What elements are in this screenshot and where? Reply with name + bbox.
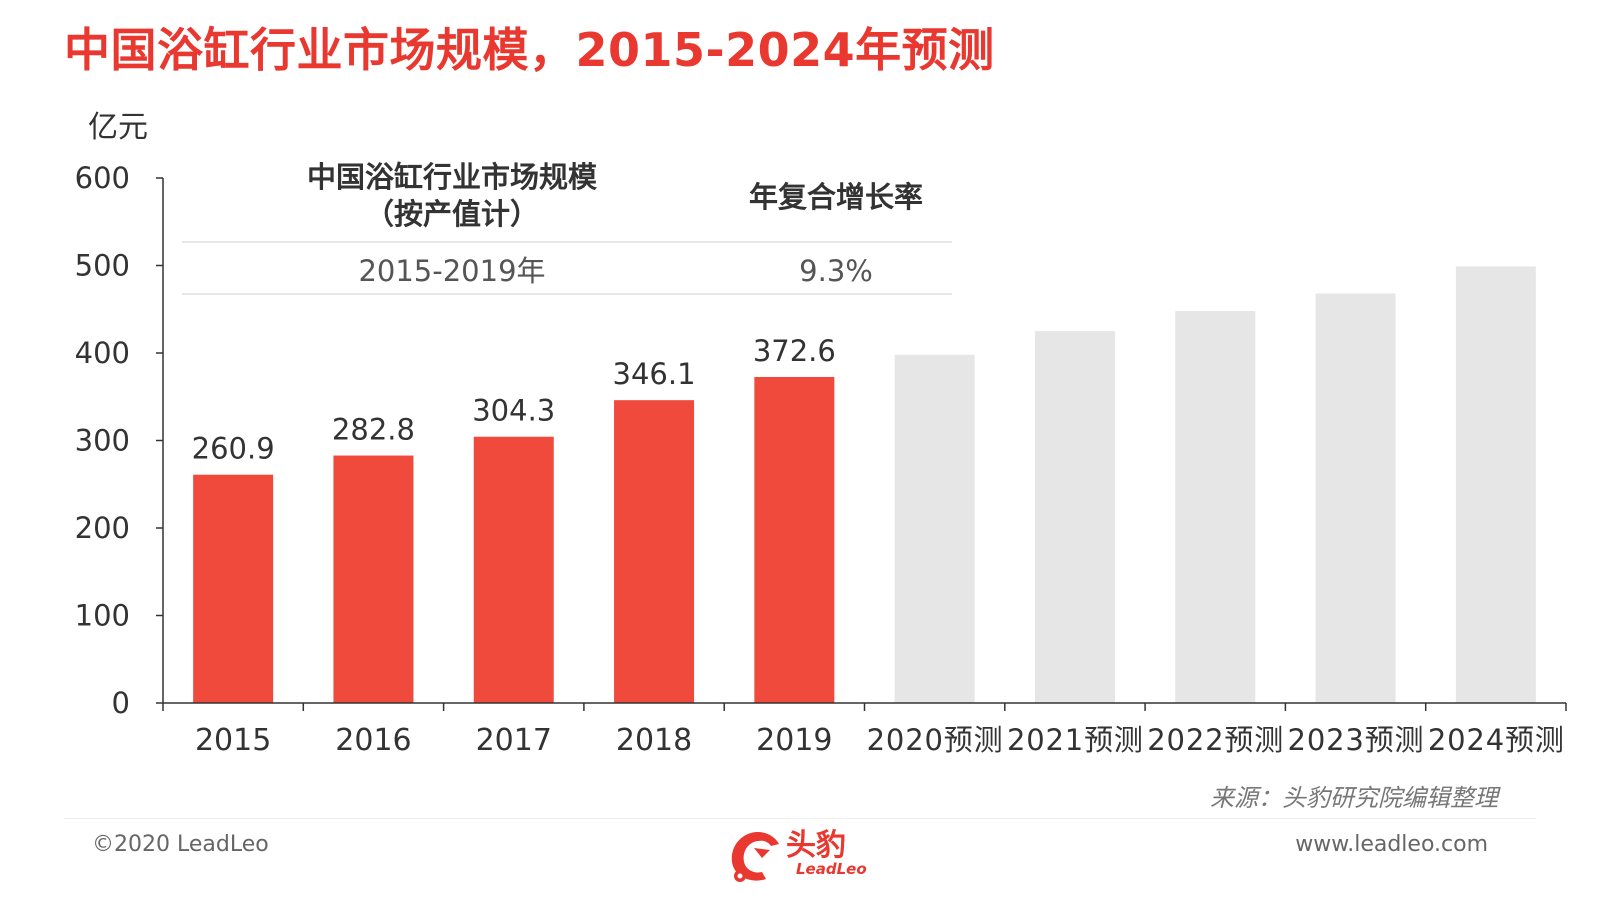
y-tick-label: 200 — [75, 511, 130, 545]
forecast-bar — [1034, 331, 1115, 703]
cagr-table-value: 9.3% — [799, 254, 873, 288]
x-tick-label: 2017 — [476, 723, 552, 758]
y-tick-label: 100 — [75, 599, 130, 633]
cagr-table: 中国浴缸行业市场规模 （按产值计） 年复合增长率 2015-2019年 9.3% — [182, 160, 952, 295]
y-axis-unit-label: 亿元 — [88, 110, 148, 145]
forecast-bar — [894, 354, 975, 703]
cagr-table-header-market-size-line2: （按产值计） — [365, 197, 539, 231]
actual-bar — [193, 474, 274, 703]
actual-bar — [333, 455, 414, 703]
y-tick-label: 500 — [75, 249, 130, 283]
x-tick-label: 2019 — [756, 723, 832, 758]
x-tick-label: 2023预测 — [1288, 723, 1424, 757]
leopard-icon — [731, 832, 779, 882]
y-tick-label: 0 — [112, 686, 130, 720]
bar-value-label: 282.8 — [332, 413, 415, 447]
x-tick-label: 2016 — [335, 723, 411, 758]
leadleo-logo: 头豹 LeadLeo — [724, 820, 874, 886]
forecast-bar — [1455, 266, 1536, 703]
page-title: 中国浴缸行业市场规模，2015-2024年预测 — [64, 23, 995, 77]
x-tick-label: 2015 — [195, 723, 271, 758]
x-tick-label: 2024预测 — [1428, 723, 1564, 757]
actual-bar — [754, 376, 835, 703]
forecast-bar — [1175, 311, 1256, 703]
actual-bar — [473, 436, 554, 703]
logo-subtext: LeadLeo — [796, 860, 867, 878]
actual-bar — [614, 400, 695, 703]
footer-divider — [64, 818, 1536, 819]
website-url: www.leadleo.com — [1295, 832, 1488, 857]
x-tick-label: 2020预测 — [867, 723, 1003, 757]
cagr-table-header-market-size-line1: 中国浴缸行业市场规模 — [307, 160, 598, 194]
x-tick-label: 2021预测 — [1007, 723, 1143, 757]
bar-value-label: 260.9 — [192, 432, 275, 466]
y-tick-label: 600 — [75, 161, 130, 195]
cagr-table-header-cagr: 年复合增长率 — [749, 180, 923, 214]
bar-value-label: 372.6 — [753, 334, 836, 368]
bar-chart: 亿元 中国浴缸行业市场规模 （按产值计） 年复合增长率 2015-2019年 9… — [75, 110, 1567, 758]
copyright-text: ©2020 LeadLeo — [92, 832, 269, 857]
forecast-bar — [1315, 293, 1396, 703]
y-tick-label: 400 — [75, 336, 130, 370]
bar-value-label: 346.1 — [613, 357, 696, 391]
x-tick-label: 2018 — [616, 723, 692, 758]
y-tick-label: 300 — [75, 424, 130, 458]
source-note: 来源：头豹研究院编辑整理 — [1210, 784, 1498, 812]
cagr-table-period: 2015-2019年 — [358, 254, 545, 288]
logo-text: 头豹 — [786, 828, 846, 863]
x-tick-label: 2022预测 — [1147, 723, 1283, 757]
bar-value-label: 304.3 — [472, 394, 555, 428]
